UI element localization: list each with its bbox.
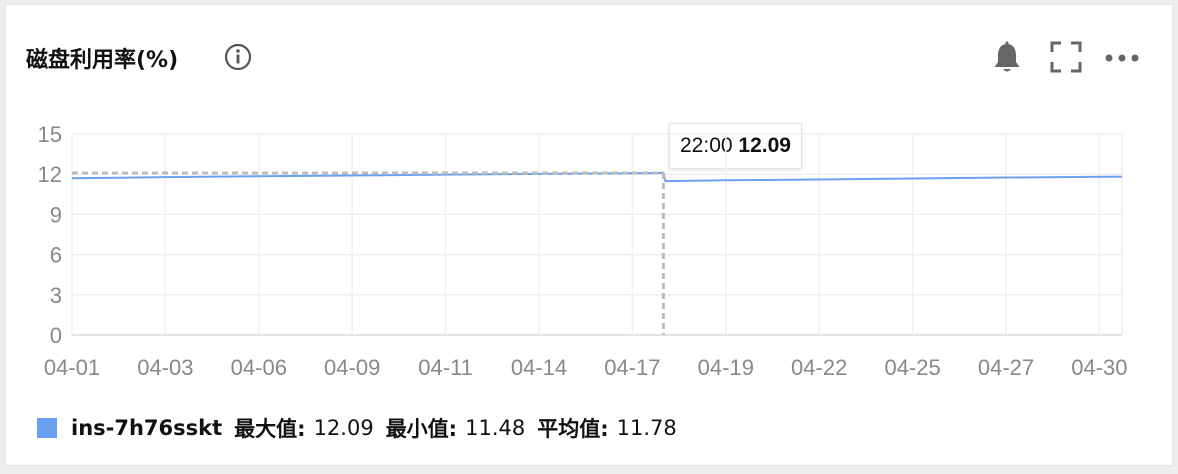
x-tick-label: 04-19 [698,355,754,380]
more-icon[interactable] [1103,49,1141,67]
legend-max-label: 最大值: [234,417,306,441]
legend-min-value: 11.48 [465,416,526,440]
x-tick-label: 04-14 [511,355,567,380]
legend-avg-label: 平均值: [537,417,609,441]
legend-max-value: 12.09 [313,416,374,440]
chart-tooltip: 22:00 12.09 [669,123,802,169]
bell-icon[interactable] [991,41,1023,75]
info-icon[interactable] [223,42,253,72]
y-tick-label: 9 [50,202,62,227]
x-tick-label: 04-27 [978,355,1034,380]
y-tick-label: 6 [50,243,62,268]
legend-min-label: 最小值: [385,417,458,441]
legend-swatch[interactable] [37,418,57,438]
x-tick-label: 04-22 [791,355,847,380]
x-tick-label: 04-06 [231,355,287,380]
legend-avg-value: 11.78 [616,416,677,440]
y-tick-label: 15 [38,122,62,147]
y-tick-label: 0 [50,323,62,348]
fullscreen-icon[interactable] [1050,41,1082,73]
panel-title: 磁盘利用率(%) [26,48,179,73]
tooltip-time: 22:00 [680,134,733,157]
x-tick-label: 04-11 [418,355,473,380]
x-tick-label: 04-30 [1071,355,1127,380]
x-tick-label: 04-09 [324,355,380,380]
x-tick-label: 04-17 [604,355,660,380]
chart-panel: 磁盘利用率(%) 22:00 12.09 ins-7h76sskt 最大值: 1… [5,4,1173,466]
x-tick-label: 04-25 [884,355,940,380]
x-tick-label: 04-01 [44,355,100,380]
y-tick-label: 3 [50,283,62,308]
tooltip-value: 12.09 [738,134,791,157]
legend-series-name[interactable]: ins-7h76sskt [71,416,223,440]
y-tick-label: 12 [38,162,62,187]
chart-legend: ins-7h76sskt 最大值: 12.09 最小值: 11.48 平均值: … [37,413,677,443]
x-tick-label: 04-03 [137,355,193,380]
